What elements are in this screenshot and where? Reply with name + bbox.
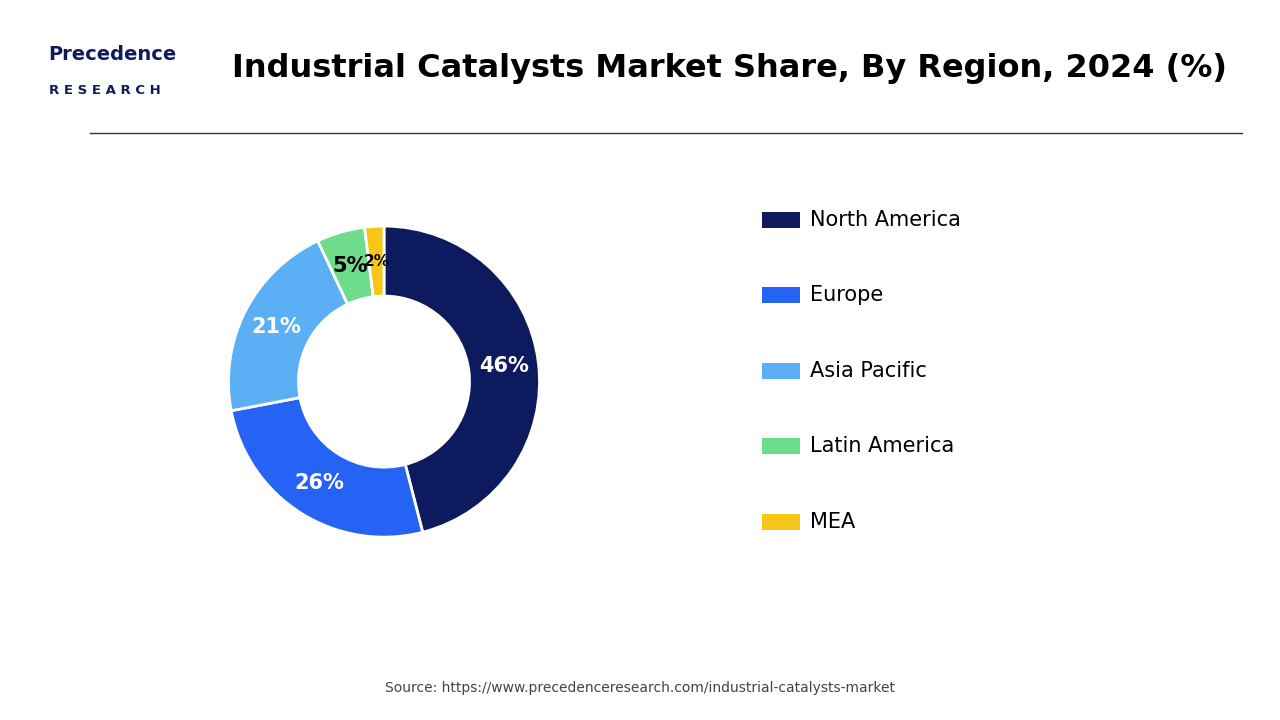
Text: 5%: 5%	[333, 256, 369, 276]
Text: North America: North America	[810, 210, 961, 230]
Text: R E S E A R C H: R E S E A R C H	[49, 84, 160, 96]
Text: 46%: 46%	[479, 356, 529, 377]
Text: Source: https://www.precedenceresearch.com/industrial-catalysts-market: Source: https://www.precedenceresearch.c…	[385, 680, 895, 695]
Text: 2%: 2%	[364, 254, 389, 269]
Wedge shape	[384, 226, 539, 532]
Wedge shape	[365, 226, 384, 297]
Text: MEA: MEA	[810, 512, 855, 532]
Text: Industrial Catalysts Market Share, By Region, 2024 (%): Industrial Catalysts Market Share, By Re…	[232, 53, 1228, 84]
Text: 26%: 26%	[294, 473, 344, 493]
Wedge shape	[317, 228, 374, 305]
Text: 21%: 21%	[252, 317, 302, 337]
Text: Latin America: Latin America	[810, 436, 955, 456]
Wedge shape	[232, 397, 422, 537]
Text: Europe: Europe	[810, 285, 883, 305]
Wedge shape	[229, 241, 348, 410]
Text: Precedence: Precedence	[49, 45, 177, 63]
Text: Asia Pacific: Asia Pacific	[810, 361, 927, 381]
